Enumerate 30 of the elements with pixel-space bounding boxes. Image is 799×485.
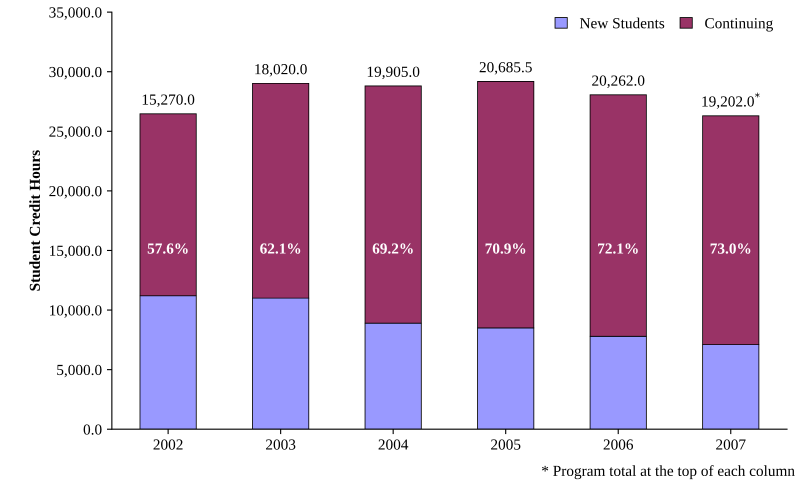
y-tick-label: 15,000.0 [50,246,102,258]
y-tick-label: 30,000.0 [49,66,102,80]
y-tick-label: 25,000.0 [49,126,102,139]
y-tick-label: 20,000.0 [49,186,102,199]
y-tick-label: 10,000.0 [50,305,102,318]
x-tick-label: 2007 [716,439,746,450]
data-label: 20,262.0 [592,75,644,88]
x-tick-label: 2005 [491,439,520,450]
x-tick-label: 2003 [266,439,296,450]
annotation: 72.1% [598,243,638,254]
x-tick-label: 2006 [604,439,634,450]
y-tick-label: 35,000.0 [49,7,102,20]
data-label: 15,270.0 [142,94,194,107]
data-label: 20,685.5 [480,62,532,75]
y-axis-title: Student Credit Hours [29,150,40,291]
y-tick-label: 5,000.0 [57,364,102,378]
x-tick-label: 2002 [154,439,183,450]
x-tick-label: 2004 [378,439,408,450]
annotation: 73.0% [710,243,750,254]
annotation: 70.9% [486,243,526,254]
data-label: 18,020.0 [255,64,307,77]
data-label: 19,202.0$^{*}$ [702,92,760,109]
data-label: 19,905.0 [368,66,420,80]
annotation: 62.1% [260,243,300,254]
annotation: 57.6% [148,243,188,254]
legend-label: Continuing [705,18,773,32]
legend-label: New Students [580,18,664,28]
text: * Program total at the top of each column [542,465,795,480]
y-tick-label: 0.0 [84,424,102,435]
annotation: 69.2% [372,243,413,254]
